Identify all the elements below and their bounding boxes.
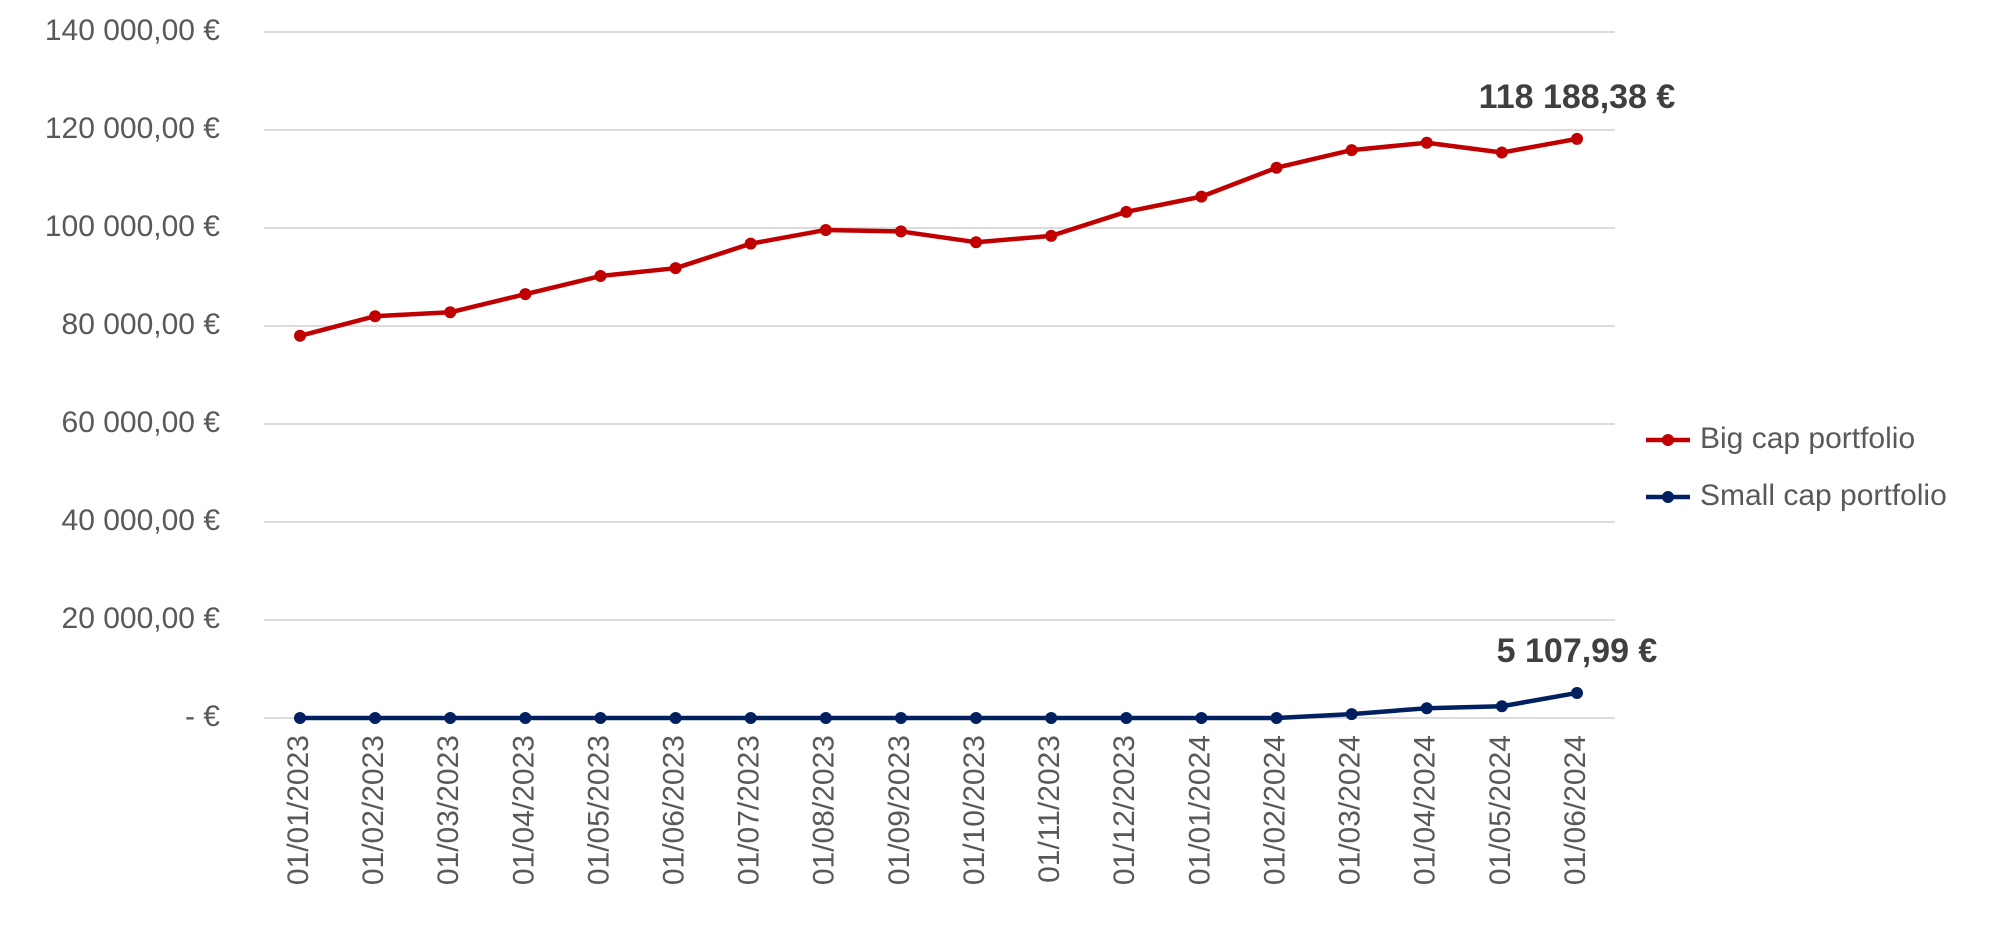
legend-label: Small cap portfolio: [1700, 479, 1947, 512]
x-tick-label: 01/01/2024: [1183, 735, 1216, 885]
point: [894, 712, 907, 724]
point: [744, 237, 757, 250]
series-line: [300, 690, 1578, 721]
legend-label: Big cap portfolio: [1700, 422, 1915, 455]
x-tick-label: 01/12/2023: [1108, 735, 1141, 885]
point: [1345, 144, 1358, 157]
point: [594, 270, 607, 283]
point: [1495, 146, 1508, 159]
y-tick-label: - €: [185, 700, 220, 733]
x-tick-label: 01/04/2024: [1409, 735, 1442, 885]
x-tick-label: 01/08/2023: [808, 735, 841, 885]
point: [669, 262, 682, 275]
x-tick-label: 01/04/2023: [507, 735, 540, 885]
x-tick-label: 01/07/2023: [733, 735, 766, 885]
y-tick-label: 20 000,00 €: [62, 602, 221, 635]
point: [744, 712, 757, 724]
y-tick-label: 60 000,00 €: [62, 406, 221, 439]
x-tick-label: 01/05/2023: [582, 735, 615, 885]
value-label: 118 188,38 €: [1479, 78, 1676, 116]
point: [819, 712, 832, 724]
y-tick-label: 140 000,00 €: [45, 14, 220, 47]
point: [1420, 702, 1433, 715]
y-tick-label: 80 000,00 €: [62, 308, 221, 341]
point: [369, 712, 382, 724]
point: [1270, 712, 1283, 724]
point: [1270, 161, 1283, 174]
point: [669, 712, 682, 724]
x-tick-label: 01/09/2023: [883, 735, 916, 885]
y-tick-label: 100 000,00 €: [45, 210, 220, 243]
x-tick-label: 01/03/2024: [1334, 735, 1367, 885]
point: [894, 225, 907, 238]
y-tick-label: 120 000,00 €: [45, 112, 220, 145]
legend-marker: [1662, 434, 1674, 446]
point: [1120, 205, 1133, 218]
point: [1120, 712, 1133, 724]
point: [1345, 708, 1358, 721]
point: [970, 236, 983, 249]
point: [519, 288, 532, 301]
x-tick-label: 01/10/2023: [958, 735, 991, 885]
point: [444, 306, 457, 319]
point: [1045, 229, 1058, 242]
point: [519, 712, 532, 724]
point: [1045, 712, 1058, 724]
point: [594, 712, 607, 724]
point: [369, 310, 382, 323]
x-tick-label: 01/02/2024: [1258, 735, 1291, 885]
point: [1571, 686, 1583, 699]
point: [1571, 132, 1583, 145]
legend-marker: [1662, 491, 1674, 503]
point: [294, 329, 306, 342]
y-tick-label: 40 000,00 €: [62, 504, 221, 537]
point: [819, 223, 832, 236]
x-tick-label: 01/01/2023: [282, 735, 315, 885]
value-label: 5 107,99 €: [1497, 632, 1658, 670]
x-tick-label: 01/11/2023: [1033, 735, 1066, 883]
point: [1420, 136, 1433, 149]
x-tick-label: 01/06/2024: [1559, 735, 1592, 885]
x-tick-label: 01/06/2023: [658, 735, 691, 885]
point: [444, 712, 457, 724]
point: [294, 712, 306, 724]
point: [1195, 190, 1208, 203]
series-line: [299, 136, 1578, 338]
x-tick-label: 01/02/2023: [357, 735, 390, 885]
point: [1195, 712, 1208, 724]
x-tick-label: 01/03/2023: [432, 735, 465, 885]
point: [1495, 700, 1508, 713]
x-tick-label: 01/05/2024: [1484, 735, 1517, 885]
point: [970, 712, 983, 724]
